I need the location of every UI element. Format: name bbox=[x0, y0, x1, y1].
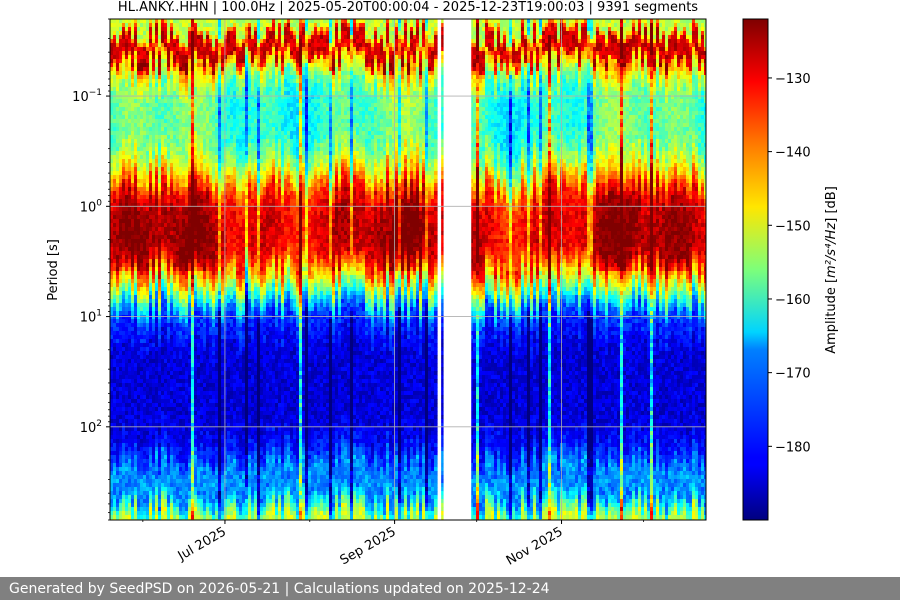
chart-title: HL.ANKY..HHN | 100.0Hz | 2025-05-20T00:0… bbox=[118, 0, 698, 15]
spectrogram-heatmap bbox=[110, 19, 708, 524]
